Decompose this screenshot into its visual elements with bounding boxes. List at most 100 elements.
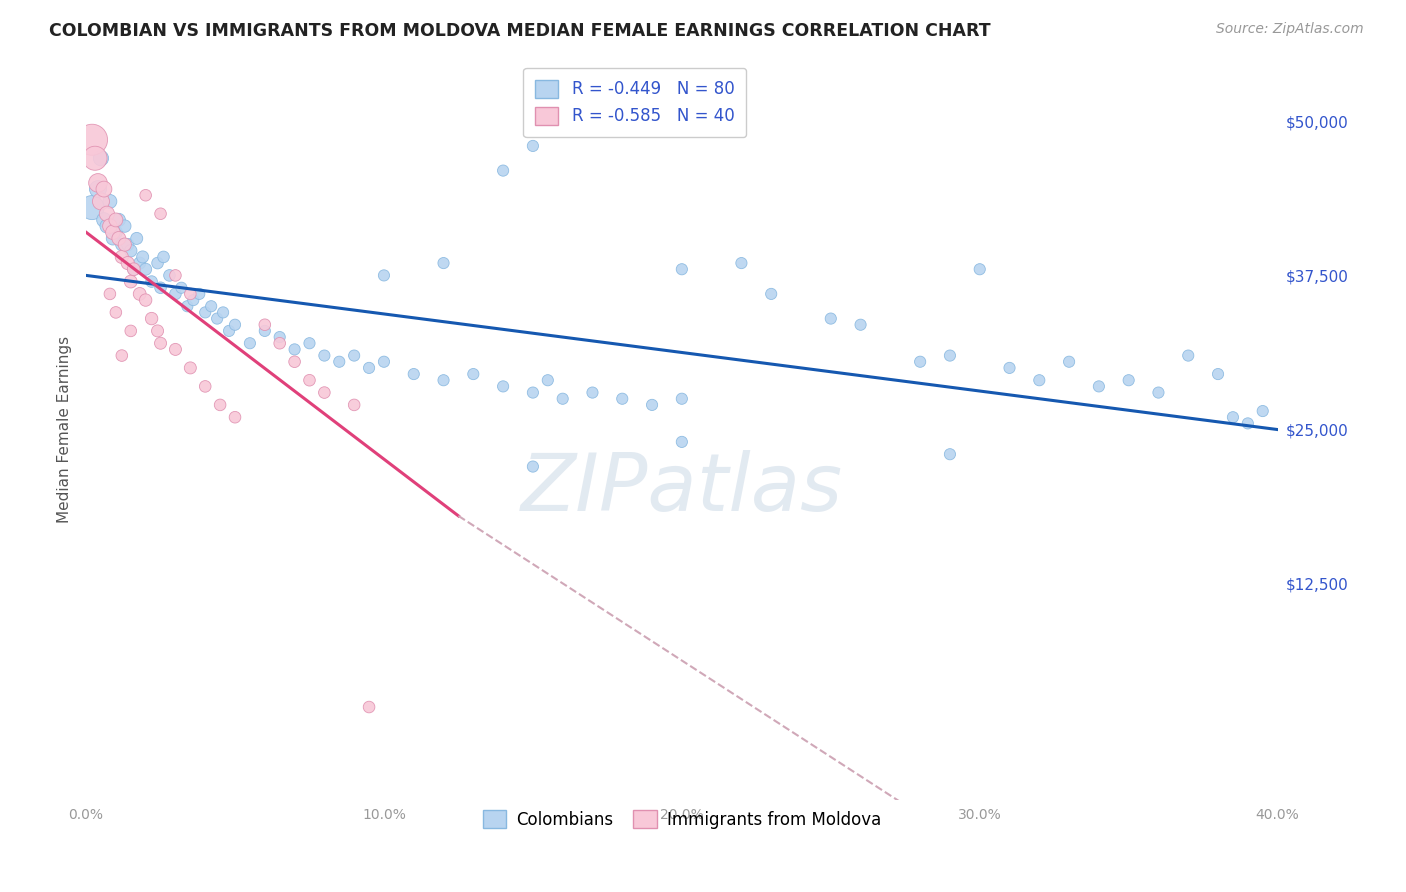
Point [149,207,172,221]
Point [146,256,169,270]
Point [730,256,752,270]
Point [671,392,693,406]
Point [212,305,235,319]
Point [218,324,240,338]
Point [114,219,136,233]
Point [1236,417,1258,431]
Point [205,311,228,326]
Point [87,176,110,190]
Point [117,237,139,252]
Point [343,349,366,363]
Point [612,392,634,406]
Point [200,299,222,313]
Point [120,275,142,289]
Point [141,275,163,289]
Legend: Colombians, Immigrants from Moldova: Colombians, Immigrants from Moldova [477,804,887,836]
Point [314,349,336,363]
Point [1222,410,1244,425]
Point [239,336,262,351]
Point [149,336,172,351]
Point [128,286,150,301]
Point [492,379,515,393]
Point [522,385,544,400]
Point [101,231,124,245]
Point [122,262,145,277]
Point [402,367,425,381]
Point [80,201,103,215]
Text: COLOMBIAN VS IMMIGRANTS FROM MOLDOVA MEDIAN FEMALE EARNINGS CORRELATION CHART: COLOMBIAN VS IMMIGRANTS FROM MOLDOVA MED… [49,22,991,40]
Point [328,355,350,369]
Point [522,139,544,153]
Point [104,305,127,319]
Point [90,194,112,209]
Point [111,349,134,363]
Point [224,410,246,425]
Point [111,237,134,252]
Point [284,355,307,369]
Point [120,324,142,338]
Point [125,231,148,245]
Point [80,133,103,147]
Point [96,207,118,221]
Point [432,256,454,270]
Point [432,373,454,387]
Point [209,398,232,412]
Point [114,237,136,252]
Point [98,219,121,233]
Point [1057,355,1080,369]
Point [998,360,1021,375]
Point [181,293,204,307]
Point [298,336,321,351]
Point [537,373,560,387]
Point [194,305,217,319]
Point [90,151,112,165]
Point [165,268,187,283]
Point [1028,373,1050,387]
Point [179,360,201,375]
Point [165,286,187,301]
Point [849,318,872,332]
Point [522,459,544,474]
Text: ZIPatlas: ZIPatlas [520,450,844,528]
Point [135,293,157,307]
Point [1147,385,1170,400]
Point [96,219,118,233]
Point [98,286,121,301]
Point [343,398,366,412]
Point [84,151,107,165]
Point [373,268,395,283]
Point [176,299,198,313]
Point [135,262,157,277]
Point [170,281,193,295]
Point [671,262,693,277]
Point [1206,367,1229,381]
Point [253,318,276,332]
Point [298,373,321,387]
Point [581,385,603,400]
Point [117,256,139,270]
Text: Source: ZipAtlas.com: Source: ZipAtlas.com [1216,22,1364,37]
Point [122,262,145,277]
Point [761,286,783,301]
Point [152,250,174,264]
Point [908,355,931,369]
Point [284,343,307,357]
Point [101,225,124,239]
Point [108,213,131,227]
Point [969,262,991,277]
Point [165,343,187,357]
Point [120,244,142,258]
Point [357,360,380,375]
Point [131,250,153,264]
Point [373,355,395,369]
Point [1088,379,1111,393]
Point [820,311,842,326]
Y-axis label: Median Female Earnings: Median Female Earnings [58,336,72,523]
Point [194,379,217,393]
Point [179,286,201,301]
Point [939,447,962,461]
Point [93,213,115,227]
Point [104,225,127,239]
Point [149,281,172,295]
Point [492,163,515,178]
